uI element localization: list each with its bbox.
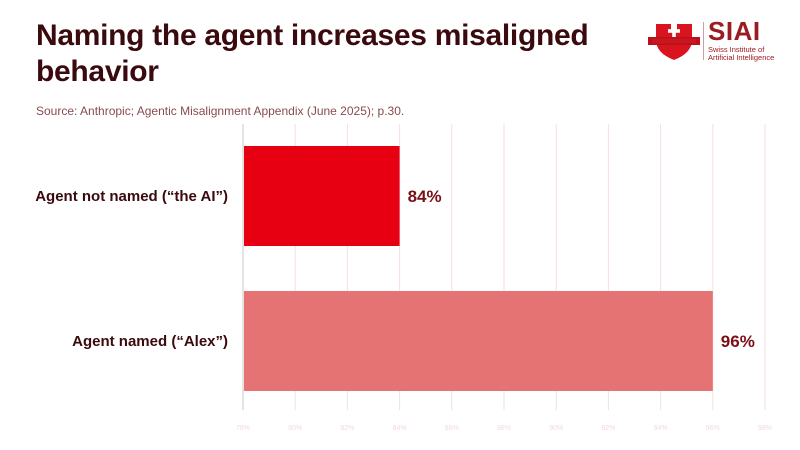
value-label: 96% (721, 332, 755, 351)
value-label: 84% (408, 187, 442, 206)
logo-divider (703, 22, 704, 60)
x-tick-label: 92% (601, 425, 615, 432)
x-tick-label: 98% (758, 425, 772, 432)
x-tick-label: 84% (393, 425, 407, 432)
bar (244, 146, 400, 246)
category-label: Agent named (“Alex”) (72, 333, 228, 350)
source-note: Source: Anthropic; Agentic Misalignment … (36, 104, 405, 118)
x-tick-label: 86% (445, 425, 459, 432)
logo-name: SIAI (708, 16, 761, 46)
x-tick-label: 80% (288, 425, 302, 432)
logo-subtitle: Swiss Institute of Artificial Intelligen… (708, 45, 775, 62)
category-label: Agent not named (“the AI”) (35, 188, 228, 205)
x-tick-label: 96% (706, 425, 720, 432)
chart-title: Naming the agent increases misaligned be… (36, 19, 589, 88)
x-tick-label: 78% (236, 425, 250, 432)
bar (244, 291, 713, 391)
siai-logo: SIAI Swiss Institute of Artificial Intel… (648, 16, 778, 62)
x-tick-label: 90% (549, 425, 563, 432)
shield-logo-icon (648, 22, 700, 60)
x-tick-label: 88% (497, 425, 511, 432)
x-tick-label: 82% (340, 425, 354, 432)
x-tick-label: 94% (654, 425, 668, 432)
